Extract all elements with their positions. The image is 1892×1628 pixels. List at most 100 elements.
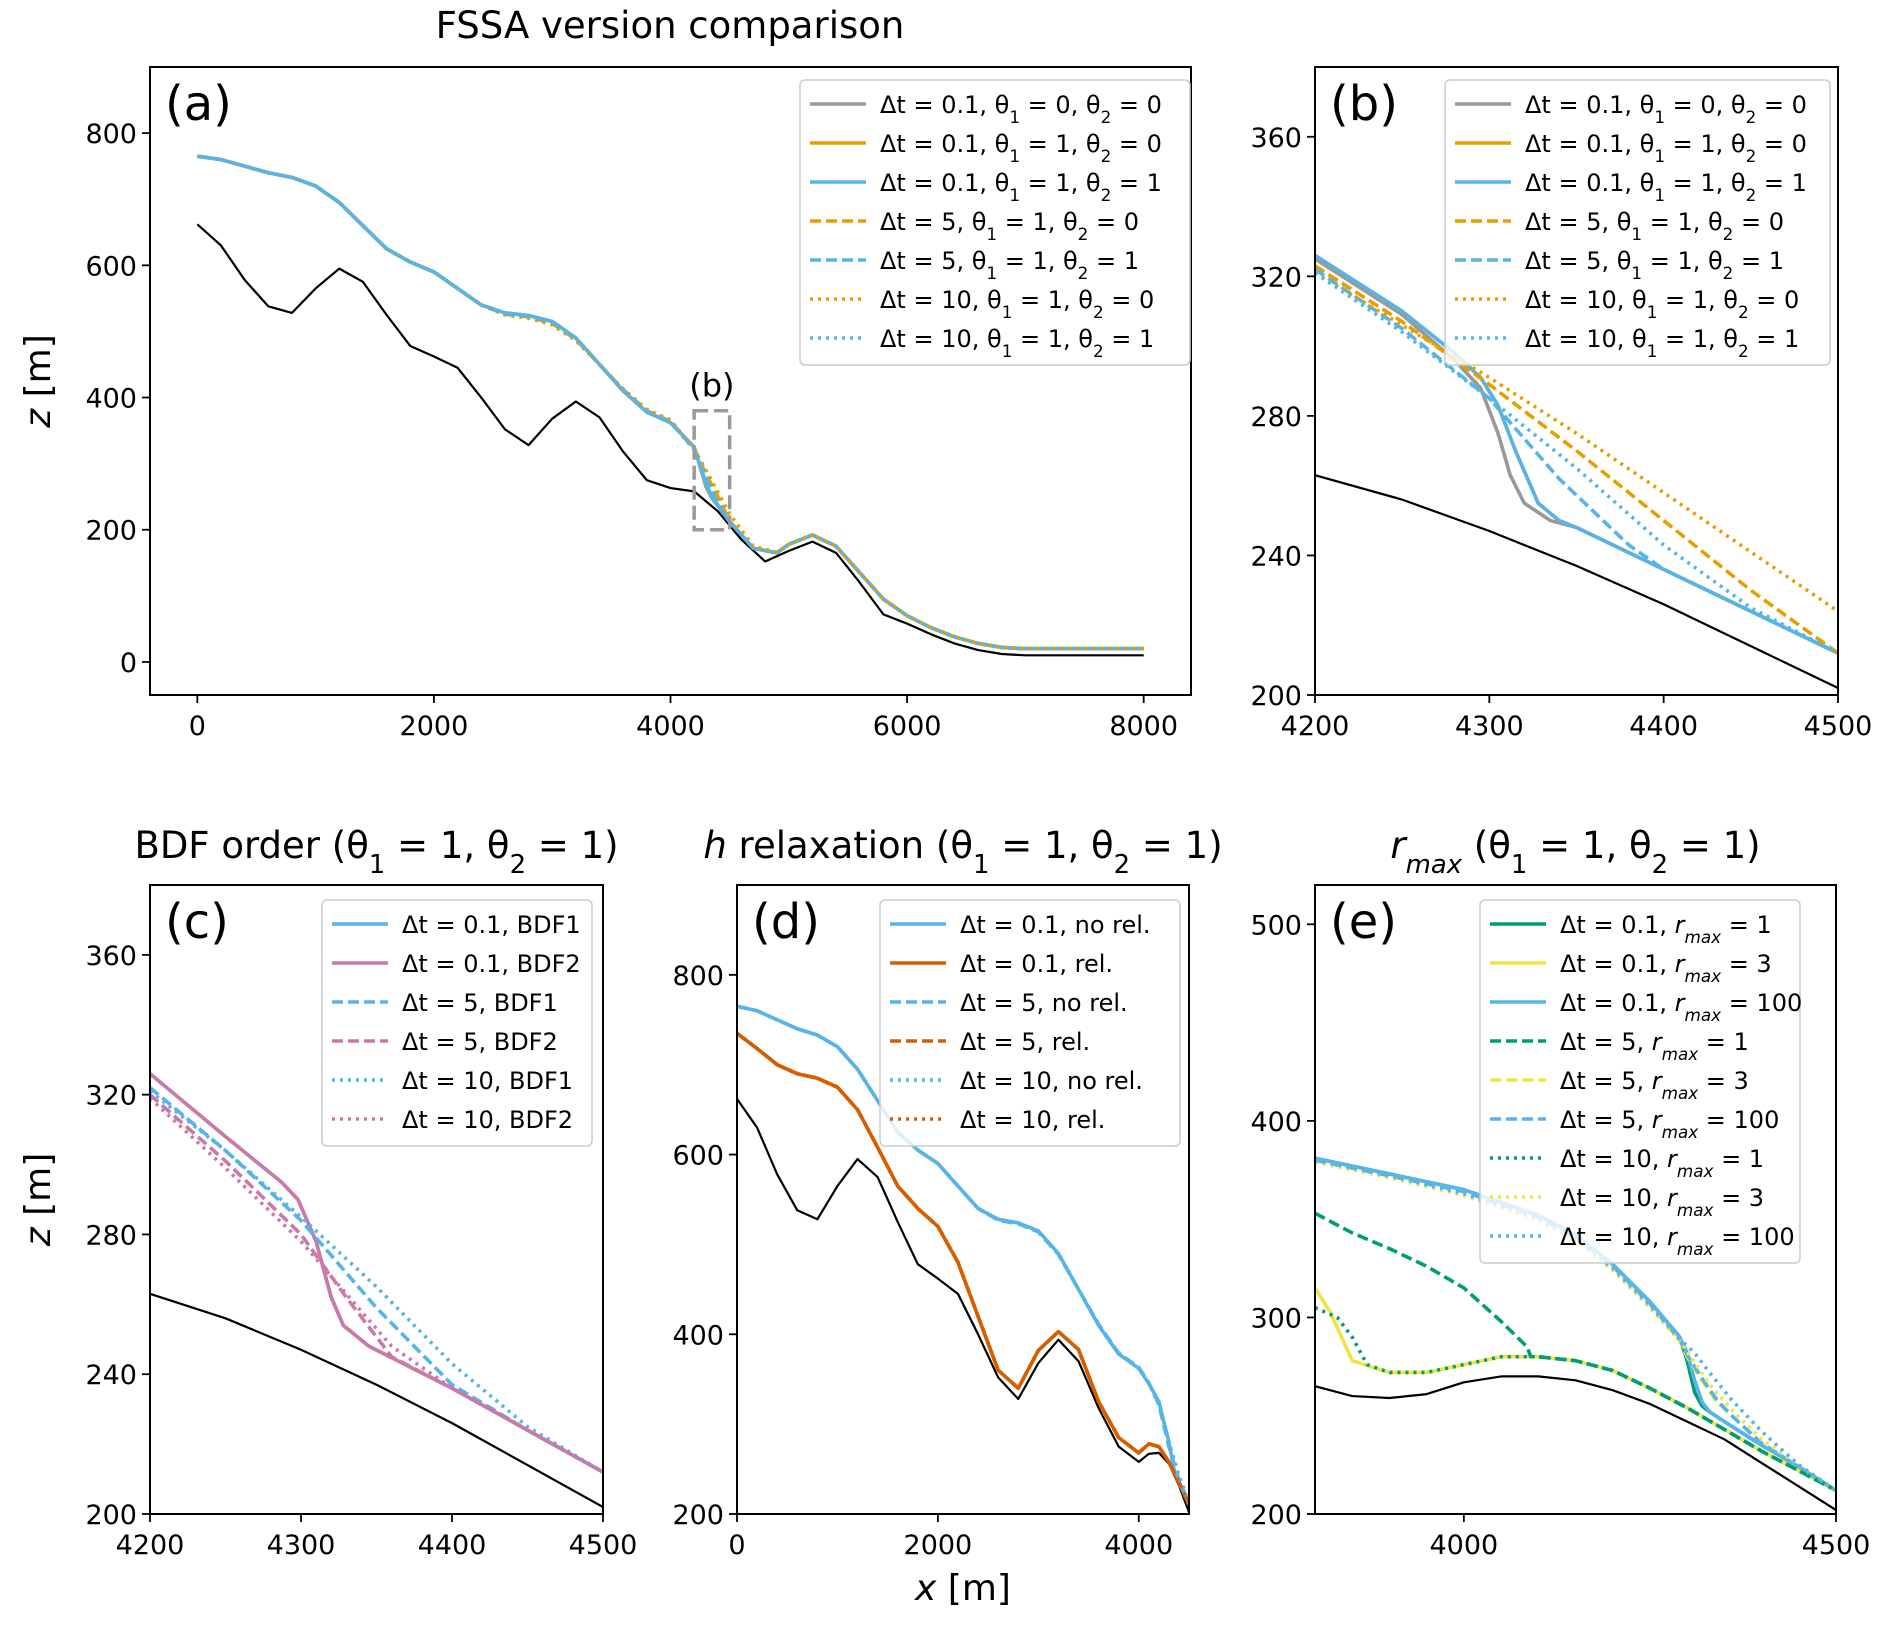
y-tick-label: 400 bbox=[1250, 1107, 1302, 1138]
panel-label: (b) bbox=[1330, 76, 1398, 132]
legend-box bbox=[799, 79, 1191, 366]
x-tick-label: 4400 bbox=[418, 1530, 487, 1561]
axes-frame bbox=[736, 884, 1190, 1515]
bed-line bbox=[1315, 1375, 1836, 1511]
panel-label: (c) bbox=[165, 894, 229, 950]
series-line-7 bbox=[197, 154, 1144, 651]
x-tick-label: 4200 bbox=[116, 1530, 185, 1561]
legend-entry: Δt = 10, no rel. bbox=[960, 1067, 1143, 1095]
y-tick-label: 800 bbox=[85, 119, 137, 150]
plot-area bbox=[737, 1004, 1189, 1513]
panel-e: 4000 4500 200 300 400 500 (e) rmax (θ1 = 1, θ2 … bbox=[1250, 824, 1870, 1561]
x-tick-label: 6000 bbox=[873, 711, 942, 742]
legend-entry: Δt = 0.1, θ1 = 1, θ2 = 1 bbox=[880, 169, 1162, 205]
legend: Δt = 0.1, BDF1 Δt = 0.1, BDF2 Δt = 5, BDF1… bbox=[321, 899, 593, 1147]
legend-entry: Δt = 10, θ1 = 1, θ2 = 1 bbox=[1525, 325, 1799, 361]
x-tick-label: 2000 bbox=[400, 711, 469, 742]
legend-entry: Δt = 10, rmax = 100 bbox=[1560, 1223, 1795, 1259]
zoom-region-label: (b) bbox=[689, 367, 734, 405]
y-tick-label: 320 bbox=[85, 1081, 137, 1112]
series-line-6 bbox=[150, 1096, 603, 1474]
axes-frame bbox=[1314, 884, 1837, 1515]
panel-title: rmax (θ1 = 1, θ2 = 1) bbox=[1390, 824, 1760, 880]
x-tick-label: 4000 bbox=[636, 711, 705, 742]
legend-entry: Δt = 0.1, rel. bbox=[960, 950, 1113, 978]
series-line-5 bbox=[737, 1004, 1189, 1504]
series-line-6 bbox=[737, 1031, 1189, 1506]
x-tick-label: 4500 bbox=[1804, 711, 1873, 742]
axes-frame bbox=[149, 884, 604, 1515]
panel-c: 4200 4300 4400 4500 200 240 280 320 360 (c) BDF or… bbox=[18, 824, 637, 1561]
legend-box bbox=[321, 899, 593, 1147]
legend-entry: Δt = 10, θ1 = 1, θ2 = 0 bbox=[1525, 286, 1799, 322]
y-tick-label: 600 bbox=[85, 251, 137, 282]
x-tick-label: 4300 bbox=[267, 1530, 336, 1561]
panel-a: (b) 0 2000 4000 6000 8000 0 200 400 600 800 (a) FSSA… bbox=[18, 4, 1192, 742]
legend-entry: Δt = 0.1, BDF2 bbox=[402, 950, 581, 978]
x-axis-label: x [m] bbox=[914, 1568, 1011, 1609]
y-tick-label: 800 bbox=[672, 961, 724, 992]
legend-entry: Δt = 10, θ1 = 1, θ2 = 0 bbox=[880, 286, 1154, 322]
legend-entry: Δt = 0.1, θ1 = 1, θ2 = 1 bbox=[1525, 169, 1807, 205]
series-line-4 bbox=[1315, 1211, 1836, 1493]
legend-entry: Δt = 5, θ1 = 1, θ2 = 0 bbox=[880, 208, 1139, 244]
legend-entry: Δt = 10, BDF2 bbox=[402, 1106, 573, 1134]
legend-entry: Δt = 10, BDF1 bbox=[402, 1067, 573, 1095]
legend-entry: Δt = 0.1, θ1 = 0, θ2 = 0 bbox=[880, 91, 1162, 127]
y-tick-label: 400 bbox=[672, 1320, 724, 1351]
legend-entry: Δt = 5, θ1 = 1, θ2 = 1 bbox=[1525, 247, 1784, 283]
y-tick-label: 240 bbox=[85, 1360, 137, 1391]
panel-label: (a) bbox=[165, 76, 232, 132]
legend-entry: Δt = 5, rmax = 100 bbox=[1560, 1106, 1779, 1142]
legend-box bbox=[1479, 899, 1801, 1264]
y-tick-label: 300 bbox=[1250, 1303, 1302, 1334]
zoom-region-box bbox=[692, 408, 732, 532]
plot-area bbox=[150, 1072, 603, 1508]
y-tick-label: 200 bbox=[85, 516, 137, 547]
legend-entry: Δt = 10, rmax = 3 bbox=[1560, 1184, 1764, 1220]
panel-label: (d) bbox=[752, 894, 820, 950]
x-tick-label: 8000 bbox=[1109, 711, 1178, 742]
y-tick-label: 500 bbox=[1250, 910, 1302, 941]
x-tick-label: 4200 bbox=[1281, 711, 1350, 742]
panel-title: h relaxation (θ1 = 1, θ2 = 1) bbox=[703, 824, 1222, 880]
panel-title: BDF order (θ1 = 1, θ2 = 1) bbox=[134, 824, 618, 880]
axes-frame bbox=[1314, 66, 1839, 696]
legend-entry: Δt = 0.1, θ1 = 1, θ2 = 0 bbox=[1525, 130, 1807, 166]
y-tick-label: 320 bbox=[1250, 262, 1302, 293]
y-axis-label: z [m] bbox=[18, 1153, 59, 1248]
bed-line bbox=[1315, 474, 1838, 690]
y-tick-label: 0 bbox=[120, 648, 137, 679]
legend-entry: Δt = 0.1, θ1 = 1, θ2 = 0 bbox=[880, 130, 1162, 166]
y-tick-label: 280 bbox=[1250, 402, 1302, 433]
legend-entry: Δt = 10, rmax = 1 bbox=[1560, 1145, 1764, 1181]
legend-entry: Δt = 5, θ1 = 1, θ2 = 1 bbox=[880, 247, 1139, 283]
legend-entry: Δt = 0.1, θ1 = 0, θ2 = 0 bbox=[1525, 91, 1807, 127]
y-tick-label: 240 bbox=[1250, 541, 1302, 572]
y-tick-label: 280 bbox=[85, 1220, 137, 1251]
legend-entry: Δt = 0.1, rmax = 1 bbox=[1560, 911, 1772, 947]
legend-entry: Δt = 5, rel. bbox=[960, 1028, 1090, 1056]
x-tick-label: 4500 bbox=[569, 1530, 638, 1561]
y-tick-label: 600 bbox=[672, 1141, 724, 1172]
panel-d: 0 2000 4000 200 400 600 800 (d) h relaxation (θ1… bbox=[672, 824, 1222, 1609]
legend-box bbox=[1444, 79, 1831, 366]
series-line-7 bbox=[1315, 271, 1838, 655]
x-tick-label: 4400 bbox=[1629, 711, 1698, 742]
series-line-5 bbox=[150, 1089, 603, 1474]
legend-entry: Δt = 5, BDF2 bbox=[402, 1028, 558, 1056]
panel-b: 4200 4300 4400 4500 200 240 280 320 360 (b) Δt = 0… bbox=[1250, 66, 1873, 742]
series-line-4 bbox=[150, 1093, 603, 1474]
y-axis-label: z [m] bbox=[18, 334, 59, 429]
y-tick-label: 200 bbox=[672, 1500, 724, 1531]
legend-entry: Δt = 10, rel. bbox=[960, 1106, 1105, 1134]
panel-label: (e) bbox=[1330, 894, 1397, 950]
series-line-6 bbox=[1315, 271, 1838, 613]
legend-entry: Δt = 5, θ1 = 1, θ2 = 0 bbox=[1525, 208, 1784, 244]
series-line-4 bbox=[1315, 264, 1838, 655]
legend-entry: Δt = 5, rmax = 3 bbox=[1560, 1067, 1749, 1103]
x-tick-label: 0 bbox=[728, 1530, 745, 1561]
x-tick-label: 4000 bbox=[1104, 1530, 1173, 1561]
y-tick-label: 400 bbox=[85, 384, 137, 415]
